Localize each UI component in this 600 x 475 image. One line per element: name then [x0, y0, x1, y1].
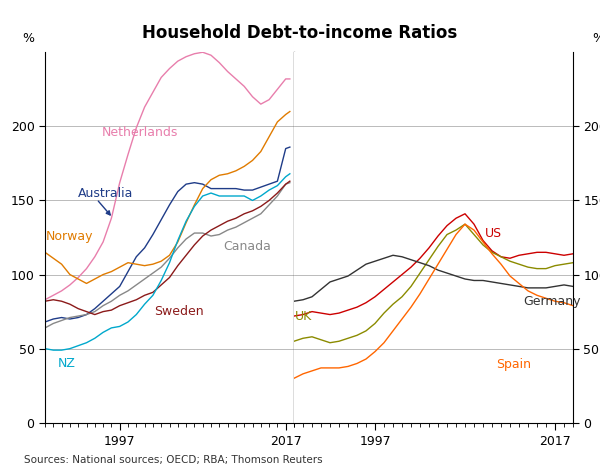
Text: %: % [593, 32, 600, 45]
Text: Sources: National sources; OECD; RBA; Thomson Reuters: Sources: National sources; OECD; RBA; Th… [24, 456, 323, 466]
Text: %: % [23, 32, 35, 45]
Text: US: US [485, 227, 502, 239]
Text: Germany: Germany [523, 294, 581, 308]
Text: Household Debt-to-income Ratios: Household Debt-to-income Ratios [142, 24, 458, 42]
Text: Netherlands: Netherlands [101, 126, 178, 139]
Text: UK: UK [295, 310, 312, 323]
Text: Sweden: Sweden [155, 305, 204, 318]
Text: Australia: Australia [78, 187, 134, 200]
Text: NZ: NZ [58, 357, 76, 370]
Text: Norway: Norway [46, 229, 94, 243]
Text: Canada: Canada [223, 240, 271, 253]
Text: Spain: Spain [497, 359, 532, 371]
